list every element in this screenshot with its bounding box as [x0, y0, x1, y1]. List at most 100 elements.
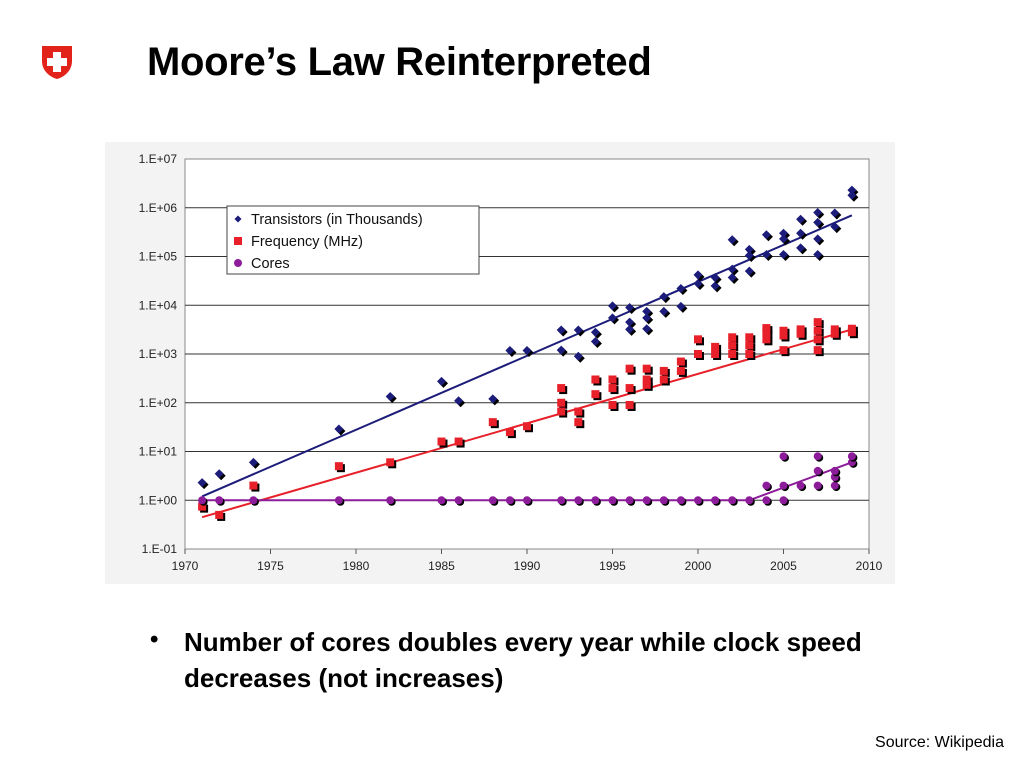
transistor-point [693, 278, 705, 290]
marker-shape [762, 496, 771, 505]
transistor-point [573, 325, 585, 337]
transistor-point [608, 313, 619, 325]
marker-shape [659, 496, 668, 505]
x-tick-label: 1975 [257, 559, 284, 573]
transistor-point [197, 478, 209, 490]
marker-shape [847, 328, 856, 337]
frequency-point [625, 400, 636, 411]
marker-shape [761, 230, 771, 240]
marker-shape [813, 346, 822, 355]
marker-shape [334, 462, 343, 471]
frequency-point [694, 350, 704, 360]
cores-point [625, 496, 636, 506]
chart-container: 1.E-01 1.E+00 1.E+01 1.E+02 1.E+03 1.E+04 1.E+… [105, 142, 895, 584]
marker-shape [385, 392, 395, 402]
transistor-point [625, 324, 637, 336]
frequency-point [762, 328, 773, 339]
transistor-point [385, 392, 397, 404]
frequency-point [642, 364, 653, 375]
marker-shape [779, 346, 788, 355]
frequency-point [608, 375, 619, 386]
chart-legend [226, 205, 480, 275]
marker-shape [711, 350, 720, 358]
frequency-point [215, 510, 226, 521]
marker-shape [573, 351, 583, 361]
marker-shape [728, 341, 737, 350]
frequency-point [728, 341, 739, 352]
marker-shape [830, 329, 839, 338]
transistor-point [813, 217, 825, 229]
transistor-point [779, 234, 790, 246]
transistor-point [659, 306, 671, 318]
marker-shape [744, 266, 754, 276]
cores-point [334, 496, 345, 506]
marker-shape [386, 496, 395, 505]
marker-shape [557, 398, 566, 407]
frequency-point [437, 437, 448, 448]
transistor-point [813, 234, 825, 246]
legend-label: Cores [251, 256, 290, 272]
transistor-point [796, 228, 808, 240]
cores-point [249, 496, 259, 506]
cores-point [779, 496, 789, 506]
cores-point [694, 496, 704, 506]
marker-shape [847, 190, 857, 200]
marker-shape [694, 350, 702, 358]
frequency-point [249, 481, 260, 492]
frequency-point [847, 328, 858, 339]
marker-shape [745, 496, 754, 505]
transistor-point [522, 345, 534, 357]
x-tick-label: 1970 [172, 559, 199, 573]
y-tick-label: 1.E+06 [139, 201, 178, 215]
frequency-point [762, 335, 773, 346]
cores-point [830, 466, 841, 477]
marker-shape [488, 496, 497, 505]
cores-point [847, 452, 858, 462]
marker-shape [744, 250, 754, 260]
marker-shape [625, 302, 635, 312]
marker-shape [249, 481, 258, 490]
marker-shape [830, 222, 840, 232]
marker-shape [625, 400, 634, 409]
frequency-point [779, 331, 790, 342]
frequency-point [608, 400, 619, 411]
frequency-point [334, 462, 345, 473]
marker-shape [523, 496, 531, 505]
y-tick-label: 1.E+05 [139, 250, 178, 264]
marker-shape [488, 418, 497, 427]
cores-point [813, 452, 824, 462]
cores-point [796, 481, 807, 492]
marker-shape [454, 437, 463, 446]
transistor-point [334, 424, 346, 436]
frequency-point [779, 346, 790, 357]
cores-point [745, 496, 755, 506]
marker-shape [642, 496, 651, 505]
marker-shape [198, 496, 207, 505]
frequency-point [813, 326, 824, 337]
marker-shape [659, 306, 669, 316]
cores-point [488, 496, 499, 506]
marker-shape [796, 243, 806, 253]
marker-shape [676, 357, 685, 366]
marker-shape [386, 458, 395, 467]
cores-point [608, 496, 618, 506]
marker-shape [796, 214, 806, 224]
transistor-point [625, 302, 637, 314]
marker-shape [813, 326, 822, 335]
transistor-point [659, 292, 671, 304]
transistor-point [556, 325, 568, 337]
marker-shape [745, 341, 754, 350]
frequency-point [574, 418, 585, 429]
frequency-point [813, 346, 824, 357]
transistor-point [676, 301, 688, 313]
cores-point [386, 496, 396, 506]
marker-shape [745, 333, 754, 342]
marker-shape [215, 496, 224, 505]
marker-shape [813, 452, 822, 461]
legend-circle-icon [234, 259, 242, 267]
marker-shape [779, 452, 788, 461]
frequency-point [608, 384, 619, 395]
transistor-point [556, 345, 568, 357]
marker-shape [779, 481, 788, 490]
marker-shape [608, 375, 617, 384]
